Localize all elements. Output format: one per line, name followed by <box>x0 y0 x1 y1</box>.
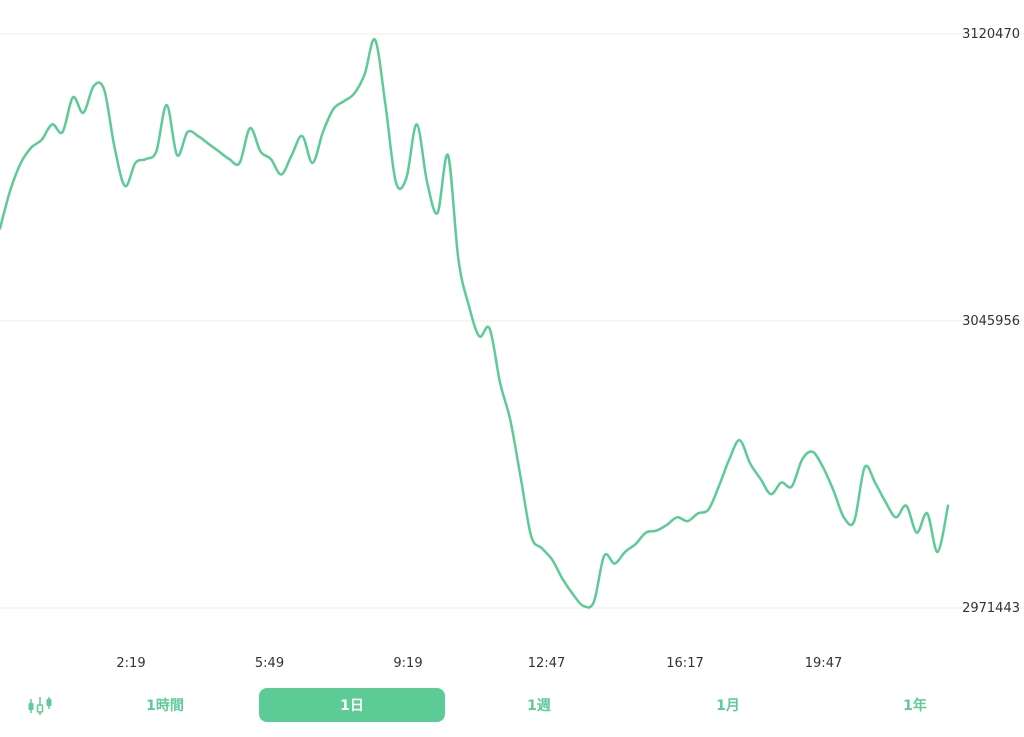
time-range-toolbar: 1時間 1日 1週 1月 1年 <box>0 684 1024 728</box>
y-tick-label: 2971443 <box>962 601 1020 616</box>
range-1hour-button[interactable]: 1時間 <box>146 698 184 714</box>
x-axis-labels: 2:19 5:49 9:19 12:47 16:17 19:47 <box>116 656 842 671</box>
y-tick-label: 3045956 <box>962 314 1020 329</box>
candlestick-chart-icon <box>28 697 52 715</box>
range-1day-button[interactable]: 1日 <box>259 688 445 722</box>
x-tick-label: 5:49 <box>255 656 284 671</box>
x-tick-label: 16:17 <box>666 656 703 671</box>
x-tick-label: 2:19 <box>116 656 145 671</box>
price-line <box>0 38 950 609</box>
x-tick-label: 9:19 <box>393 656 422 671</box>
grid-lines <box>0 33 1024 609</box>
x-tick-label: 19:47 <box>805 656 842 671</box>
x-tick-label: 12:47 <box>528 656 565 671</box>
y-tick-label: 3120470 <box>962 27 1020 42</box>
range-1month-button[interactable]: 1月 <box>716 698 740 714</box>
range-1year-button[interactable]: 1年 <box>903 698 927 714</box>
price-chart-svg: 3120470 3045956 2971443 2:19 5:49 9:19 12:47 1… <box>0 27 1024 671</box>
range-1week-button[interactable]: 1週 <box>527 698 551 714</box>
price-chart: 3120470 3045956 2971443 2:19 5:49 9:19 12:47 1… <box>0 27 1024 671</box>
price-series <box>0 38 950 609</box>
candlestick-chart-button[interactable] <box>20 690 60 722</box>
y-axis-labels: 3120470 3045956 2971443 <box>962 27 1020 616</box>
